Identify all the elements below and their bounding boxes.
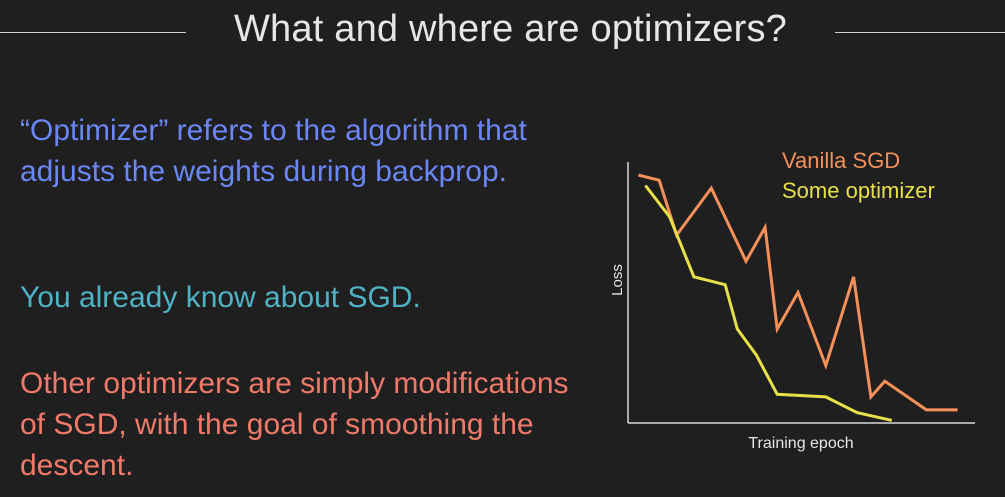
paragraph-optimizer-definition: “Optimizer” refers to the algorithm that…	[20, 114, 527, 188]
paragraph-sgd: You already know about SGD.	[20, 281, 421, 314]
slide-title: What and where are optimizers?	[233, 8, 788, 50]
title-rule-right	[835, 32, 1005, 33]
loss-chart: Loss Training epoch Vanilla SGD Some opt…	[609, 148, 975, 452]
legend-vanilla-sgd: Vanilla SGD	[782, 148, 900, 173]
paragraph-other-optimizers: Other optimizers are simply modification…	[20, 367, 569, 482]
x-axis-label: Training epoch	[748, 435, 853, 452]
series-line-some-optimizer	[644, 184, 893, 422]
title-rule-left	[0, 32, 186, 33]
series-layer	[638, 173, 958, 422]
legend-some-optimizer: Some optimizer	[782, 178, 935, 203]
series-line-vanilla-sgd	[638, 173, 958, 412]
y-axis-label: Loss	[609, 264, 626, 296]
